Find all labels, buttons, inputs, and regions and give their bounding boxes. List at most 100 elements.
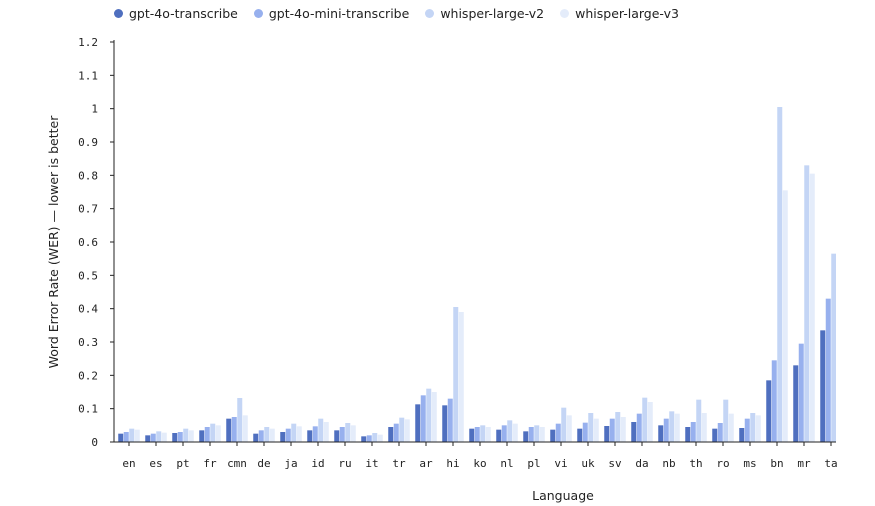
x-tick-label-ms: ms <box>743 457 756 470</box>
bar-es-gpt-4o-mini-transcribe <box>150 433 156 442</box>
bar-tr-gpt-4o-transcribe <box>388 427 394 442</box>
bar-nb-gpt-4o-mini-transcribe <box>663 418 669 442</box>
legend-label: whisper-large-v3 <box>575 6 679 21</box>
x-tick-label-nb: nb <box>662 457 675 470</box>
x-tick-label-vi: vi <box>554 457 567 470</box>
bar-bn-whisper-large-v2 <box>777 107 783 442</box>
bar-ja-whisper-large-v3 <box>296 426 302 442</box>
bar-pt-gpt-4o-mini-transcribe <box>177 432 183 442</box>
y-axis-label: Word Error Rate (WER) — lower is better <box>46 115 61 369</box>
bar-ko-whisper-large-v3 <box>485 427 491 442</box>
x-tick-label-ta: ta <box>824 457 837 470</box>
legend-swatch <box>114 9 123 18</box>
bar-it-whisper-large-v3 <box>377 434 383 442</box>
x-tick-label-th: th <box>689 457 702 470</box>
bar-cmn-whisper-large-v2 <box>237 398 243 442</box>
bar-es-gpt-4o-transcribe <box>145 435 151 442</box>
bar-id-gpt-4o-transcribe <box>307 430 313 442</box>
bar-ru-whisper-large-v2 <box>345 423 351 442</box>
bar-hi-gpt-4o-mini-transcribe <box>447 398 453 442</box>
x-tick-label-da: da <box>635 457 648 470</box>
bar-ms-gpt-4o-transcribe <box>739 428 745 442</box>
bar-mr-whisper-large-v2 <box>804 165 810 443</box>
bar-ms-whisper-large-v2 <box>750 413 756 442</box>
y-tick-label: 0.6 <box>78 236 98 249</box>
y-tick-label: 0.3 <box>78 336 98 349</box>
bar-nb-gpt-4o-transcribe <box>658 425 664 442</box>
bar-uk-whisper-large-v3 <box>593 418 599 442</box>
y-tick-label: 1 <box>91 103 98 116</box>
bar-en-gpt-4o-transcribe <box>118 433 124 442</box>
bar-nl-gpt-4o-mini-transcribe <box>501 425 507 442</box>
bar-ja-gpt-4o-mini-transcribe <box>285 428 291 442</box>
x-tick-label-pt: pt <box>176 457 189 470</box>
x-tick-label-nl: nl <box>500 457 513 470</box>
bar-it-whisper-large-v2 <box>372 433 378 442</box>
bar-pl-gpt-4o-transcribe <box>523 431 529 442</box>
bar-ms-whisper-large-v3 <box>755 415 761 442</box>
bar-de-gpt-4o-transcribe <box>253 433 259 442</box>
x-tick-label-uk: uk <box>581 457 595 470</box>
bar-ru-whisper-large-v3 <box>350 425 356 442</box>
bar-hi-gpt-4o-transcribe <box>442 405 448 442</box>
legend-swatch <box>560 9 570 18</box>
bar-tr-whisper-large-v3 <box>404 419 410 442</box>
bar-da-whisper-large-v3 <box>647 402 653 442</box>
bar-en-whisper-large-v3 <box>134 429 140 442</box>
bar-es-whisper-large-v2 <box>156 431 162 442</box>
bar-tr-whisper-large-v2 <box>399 417 405 442</box>
x-tick-label-id: id <box>311 457 324 470</box>
legend-item-whisper-large-v3: whisper-large-v3 <box>560 6 679 21</box>
bar-sv-gpt-4o-mini-transcribe <box>609 418 615 442</box>
x-tick-label-ro: ro <box>716 457 729 470</box>
bar-it-gpt-4o-mini-transcribe <box>366 435 372 442</box>
y-axis: 0 0.1 0.2 0.3 0.4 0.5 0.6 0.7 0.8 0.9 1 1.1 1.2 <box>78 36 115 449</box>
x-tick-label-tr: tr <box>392 457 406 470</box>
x-tick-label-cmn: cmn <box>227 457 247 470</box>
bars-group <box>118 107 836 443</box>
bar-mr-whisper-large-v3 <box>809 173 815 442</box>
bar-hi-whisper-large-v2 <box>453 307 459 442</box>
y-tick-label: 0.4 <box>78 303 98 316</box>
bar-th-gpt-4o-transcribe <box>685 427 691 442</box>
x-tick-label-fr: fr <box>203 457 217 470</box>
x-tick-label-ja: ja <box>284 457 297 470</box>
bar-ro-whisper-large-v2 <box>723 399 729 442</box>
bar-vi-whisper-large-v2 <box>561 407 567 442</box>
y-tick-label: 0.8 <box>78 169 98 182</box>
bar-id-whisper-large-v2 <box>318 418 324 442</box>
x-tick-label-ru: ru <box>338 457 351 470</box>
bar-mr-gpt-4o-transcribe <box>793 365 799 442</box>
bar-fr-whisper-large-v2 <box>210 423 216 442</box>
bar-uk-gpt-4o-transcribe <box>577 428 583 442</box>
bar-de-gpt-4o-mini-transcribe <box>258 430 264 442</box>
bar-ro-whisper-large-v3 <box>728 413 734 442</box>
legend-swatch <box>425 9 435 18</box>
legend-item-whisper-large-v2: whisper-large-v2 <box>425 6 544 21</box>
bar-sv-whisper-large-v3 <box>620 417 626 442</box>
bar-ja-whisper-large-v2 <box>291 423 297 442</box>
bar-vi-gpt-4o-mini-transcribe <box>555 423 561 442</box>
y-tick-label: 0.7 <box>78 203 98 216</box>
bar-tr-gpt-4o-mini-transcribe <box>393 423 399 442</box>
x-axis: en es pt fr cmn de ja id ru it tr ar hi ko nl pl vi uk sv d… <box>114 441 838 470</box>
bar-nl-gpt-4o-transcribe <box>496 429 502 442</box>
legend-item-gpt-4o-mini-transcribe: gpt-4o-mini-transcribe <box>253 6 409 21</box>
bar-pt-whisper-large-v2 <box>183 428 189 442</box>
bar-uk-gpt-4o-mini-transcribe <box>582 422 588 442</box>
bar-bn-gpt-4o-mini-transcribe <box>771 360 777 442</box>
y-tick-label: 0 <box>91 436 98 449</box>
x-tick-label-en: en <box>122 457 135 470</box>
y-tick-label: 0.2 <box>78 369 98 382</box>
bar-cmn-gpt-4o-mini-transcribe <box>231 417 237 442</box>
bar-th-gpt-4o-mini-transcribe <box>690 422 696 442</box>
x-tick-label-hi: hi <box>446 457 459 470</box>
bar-th-whisper-large-v3 <box>701 413 707 442</box>
bar-sv-whisper-large-v2 <box>615 412 621 442</box>
bar-fr-gpt-4o-mini-transcribe <box>204 427 210 442</box>
bar-pl-whisper-large-v3 <box>539 427 545 442</box>
bar-ja-gpt-4o-transcribe <box>280 432 286 442</box>
bar-ro-gpt-4o-transcribe <box>712 428 718 442</box>
bar-ta-gpt-4o-mini-transcribe <box>825 298 831 442</box>
